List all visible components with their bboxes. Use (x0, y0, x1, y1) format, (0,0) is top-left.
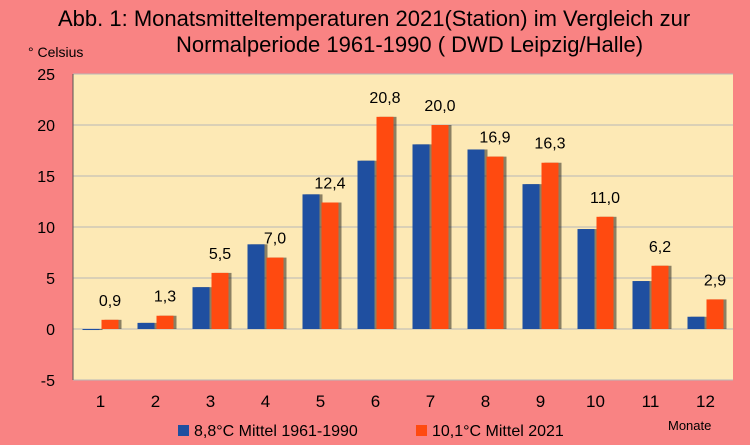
x-tick-label: 5 (316, 392, 325, 411)
bar-mittel-2021 (431, 125, 449, 329)
bar-mittel-2021 (101, 319, 119, 329)
x-tick-label: 9 (536, 392, 545, 411)
bar-mittel-2021 (211, 272, 229, 329)
chart-title-line-2: Normalperiode 1961-1990 ( DWD Leipzig/Ha… (176, 32, 644, 57)
bar-mittel-1961-1990 (137, 322, 155, 329)
bar-mittel-2021 (651, 265, 669, 329)
x-tick-label: 7 (426, 392, 435, 411)
data-label: 16,3 (534, 136, 565, 153)
y-tick-label: 10 (37, 220, 55, 237)
y-axis-label: ° Celsius (28, 44, 84, 60)
bar-mittel-1961-1990 (632, 281, 650, 329)
bar-mittel-2021 (376, 116, 394, 329)
x-tick-label: 10 (586, 392, 605, 411)
x-tick-label: 8 (481, 392, 490, 411)
y-tick-label: 25 (37, 67, 55, 84)
data-label: 20,8 (369, 90, 400, 107)
bar-mittel-2021 (486, 156, 504, 329)
bar-mittel-1961-1990 (247, 244, 265, 329)
legend-swatch (178, 425, 189, 436)
bar-mittel-1961-1990 (467, 149, 485, 329)
x-tick-label: 2 (151, 392, 160, 411)
x-tick-label: 1 (96, 392, 105, 411)
y-tick-label: 20 (37, 118, 55, 135)
data-label: 12,4 (314, 176, 345, 193)
data-label: 0,9 (99, 293, 121, 310)
bar-mittel-2021 (321, 202, 339, 329)
data-label: 2,9 (704, 272, 726, 289)
chart-title-line-1: Abb. 1: Monatsmitteltemperaturen 2021(St… (58, 6, 691, 31)
y-tick-label: 0 (46, 322, 55, 339)
x-tick-label: 12 (696, 392, 715, 411)
data-label: 6,2 (649, 239, 671, 256)
y-tick-label: -5 (41, 373, 55, 390)
y-tick-label: 15 (37, 169, 55, 186)
bar-mittel-2021 (596, 216, 614, 329)
x-tick-label: 6 (371, 392, 380, 411)
data-label: 7,0 (264, 231, 286, 248)
bar-mittel-1961-1990 (412, 144, 430, 329)
bar-mittel-1961-1990 (302, 194, 320, 329)
bar-mittel-1961-1990 (577, 229, 595, 329)
bar-mittel-1961-1990 (687, 316, 705, 329)
legend-label: 8,8°C Mittel 1961-1990 (194, 423, 358, 440)
bar-mittel-2021 (156, 315, 174, 329)
data-label: 20,0 (424, 98, 455, 115)
bar-mittel-1961-1990 (82, 329, 100, 331)
bar-mittel-2021 (706, 299, 724, 329)
legend-label: 10,1°C Mittel 2021 (432, 423, 564, 440)
data-label: 1,3 (154, 289, 176, 306)
legend-swatch (416, 425, 427, 436)
data-label: 5,5 (209, 246, 231, 263)
x-tick-label: 4 (261, 392, 270, 411)
x-tick-label: 11 (642, 392, 660, 411)
bar-mittel-1961-1990 (192, 287, 210, 329)
y-tick-label: 5 (46, 271, 55, 288)
x-axis-label: Monate (668, 418, 712, 433)
bar-mittel-1961-1990 (522, 184, 540, 329)
x-tick-label: 3 (206, 392, 215, 411)
bar-mittel-1961-1990 (357, 160, 375, 329)
data-label: 11,0 (590, 190, 620, 207)
data-label: 16,9 (479, 130, 510, 147)
bar-mittel-2021 (541, 162, 559, 329)
bar-mittel-2021 (266, 257, 284, 329)
